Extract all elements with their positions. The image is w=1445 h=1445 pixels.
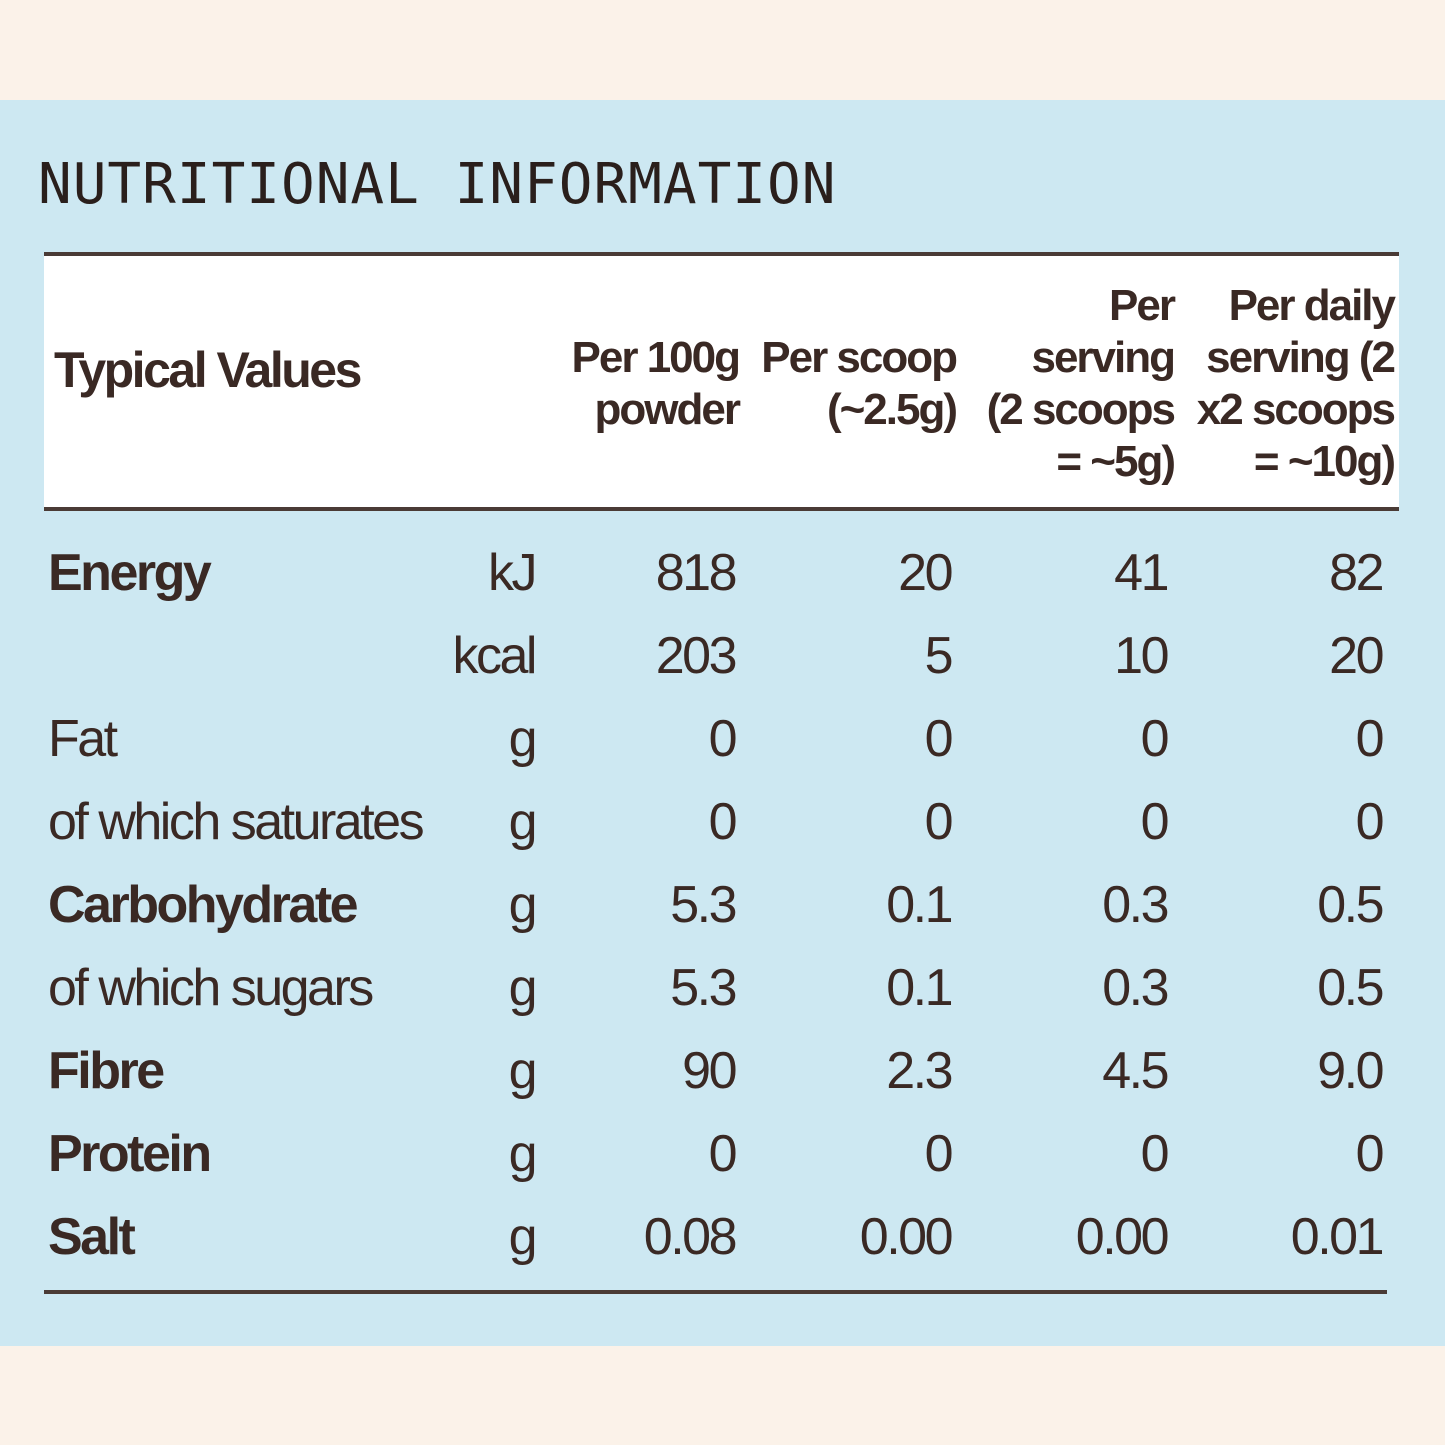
value-per-serving: 0.00 [1075, 1208, 1170, 1266]
value-per-100g: 0 [708, 793, 738, 851]
value-per-daily-serving: 0 [1355, 793, 1385, 851]
table-row-fibre: Fibre g 90 2.3 4.5 9.0 [0, 1030, 1445, 1112]
table-row-salt: Salt g 0.08 0.00 0.00 0.01 [0, 1196, 1445, 1278]
value-per-100g: 0 [708, 710, 738, 768]
header-line: Per scoop [761, 333, 958, 382]
header-per-100g: Per 100g powder [544, 332, 741, 436]
nutrient-name: Protein [48, 1125, 212, 1183]
nutrient-name: of which sugars [48, 959, 374, 1017]
value-per-100g: 203 [655, 627, 738, 685]
value-per-daily-serving: 9.0 [1317, 1042, 1384, 1100]
nutrient-unit: g [508, 793, 538, 851]
nutrient-name: Salt [48, 1208, 136, 1266]
value-per-100g: 5.3 [670, 959, 737, 1017]
value-per-daily-serving: 0.01 [1290, 1208, 1385, 1266]
header-line: (2 scoops [986, 385, 1176, 434]
nutrient-name: Fat [48, 710, 118, 768]
value-per-scoop: 5 [924, 627, 954, 685]
nutrient-name: Fibre [48, 1042, 165, 1100]
table-row-carbohydrate: Carbohydrate g 5.3 0.1 0.3 0.5 [0, 864, 1445, 946]
header-line: powder [594, 385, 741, 434]
header-line: = ~5g) [1056, 437, 1176, 486]
nutrient-unit: g [508, 710, 538, 768]
value-per-100g: 0.08 [643, 1208, 738, 1266]
value-per-100g: 0 [708, 1125, 738, 1183]
nutrient-name: Carbohydrate [48, 876, 359, 934]
table-row-protein: Protein g 0 0 0 0 [0, 1113, 1445, 1195]
value-per-serving: 0.3 [1102, 876, 1169, 934]
value-per-serving: 0 [1140, 710, 1170, 768]
value-per-daily-serving: 82 [1329, 544, 1384, 602]
table-bottom-divider [44, 1290, 1387, 1294]
value-per-scoop: 0 [924, 1125, 954, 1183]
header-line: Per 100g [571, 333, 741, 382]
header-line: serving (2 [1206, 333, 1396, 382]
value-per-serving: 10 [1114, 627, 1169, 685]
value-per-serving: 4.5 [1102, 1042, 1169, 1100]
header-line: Per daily [1228, 281, 1396, 330]
table-row-fat: Fat g 0 0 0 0 [0, 698, 1445, 780]
nutrient-unit: g [508, 1208, 538, 1266]
nutrient-unit: g [508, 876, 538, 934]
table-row-saturates: of which saturates g 0 0 0 0 [0, 781, 1445, 863]
value-per-daily-serving: 0.5 [1317, 876, 1384, 934]
value-per-daily-serving: 0 [1355, 710, 1385, 768]
table-row-energy-kcal: kcal 203 5 10 20 [0, 615, 1445, 697]
header-line: serving [1031, 333, 1176, 382]
table-row-energy-kj: Energy kJ 818 20 41 82 [0, 532, 1445, 614]
nutrient-unit: g [508, 1125, 538, 1183]
header-line: = ~10g) [1253, 437, 1396, 486]
value-per-serving: 0 [1140, 793, 1170, 851]
nutrient-name: Energy [48, 544, 212, 602]
value-per-scoop: 0.00 [859, 1208, 954, 1266]
value-per-serving: 0.3 [1102, 959, 1169, 1017]
value-per-scoop: 0 [924, 710, 954, 768]
value-per-100g: 90 [682, 1042, 737, 1100]
header-typical-values: Typical Values [54, 342, 362, 398]
value-per-100g: 818 [655, 544, 738, 602]
value-per-daily-serving: 20 [1329, 627, 1384, 685]
value-per-daily-serving: 0 [1355, 1125, 1385, 1183]
value-per-100g: 5.3 [670, 876, 737, 934]
table-header: Typical Values Per 100g powder Per scoop… [44, 252, 1399, 511]
page-title: NUTRITIONAL INFORMATION [38, 152, 837, 217]
nutrient-unit: g [508, 1042, 538, 1100]
value-per-scoop: 0.1 [886, 959, 953, 1017]
nutrient-unit: kcal [452, 627, 538, 685]
header-line: Per [1109, 281, 1176, 330]
header-per-daily-serving: Per daily serving (2 x2 scoops = ~10g) [1184, 280, 1396, 488]
nutrient-unit: kJ [488, 544, 538, 602]
header-per-serving: Per serving (2 scoops = ~5g) [964, 280, 1176, 488]
value-per-scoop: 2.3 [886, 1042, 953, 1100]
value-per-scoop: 0.1 [886, 876, 953, 934]
header-line: x2 scoops [1196, 385, 1396, 434]
nutrient-unit: g [508, 959, 538, 1017]
nutrient-name: of which saturates [48, 793, 425, 851]
value-per-scoop: 20 [898, 544, 953, 602]
header-per-scoop: Per scoop (~2.5g) [744, 332, 958, 436]
table-row-sugars: of which sugars g 5.3 0.1 0.3 0.5 [0, 947, 1445, 1029]
value-per-daily-serving: 0.5 [1317, 959, 1384, 1017]
header-line: (~2.5g) [826, 385, 958, 434]
value-per-scoop: 0 [924, 793, 954, 851]
value-per-serving: 41 [1114, 544, 1169, 602]
value-per-serving: 0 [1140, 1125, 1170, 1183]
